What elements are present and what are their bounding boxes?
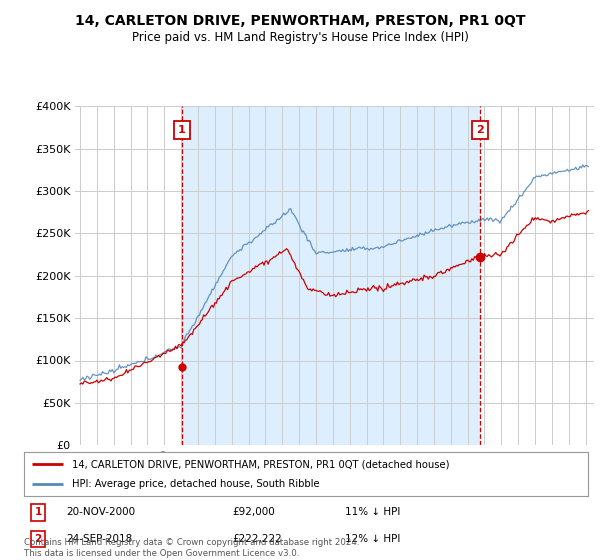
Text: 2: 2 xyxy=(476,125,484,135)
Text: 1: 1 xyxy=(178,125,186,135)
Text: 20-NOV-2000: 20-NOV-2000 xyxy=(66,507,136,517)
Text: 2: 2 xyxy=(34,534,42,544)
Text: 14, CARLETON DRIVE, PENWORTHAM, PRESTON, PR1 0QT (detached house): 14, CARLETON DRIVE, PENWORTHAM, PRESTON,… xyxy=(72,459,449,469)
Bar xyxy=(182,106,480,445)
Text: 11% ↓ HPI: 11% ↓ HPI xyxy=(346,507,401,517)
Text: £92,000: £92,000 xyxy=(233,507,275,517)
Text: 24-SEP-2018: 24-SEP-2018 xyxy=(66,534,133,544)
Text: £222,222: £222,222 xyxy=(233,534,283,544)
Text: 1: 1 xyxy=(34,507,42,517)
Text: Price paid vs. HM Land Registry's House Price Index (HPI): Price paid vs. HM Land Registry's House … xyxy=(131,31,469,44)
Text: 14, CARLETON DRIVE, PENWORTHAM, PRESTON, PR1 0QT: 14, CARLETON DRIVE, PENWORTHAM, PRESTON,… xyxy=(75,14,525,28)
Text: HPI: Average price, detached house, South Ribble: HPI: Average price, detached house, Sout… xyxy=(72,479,320,489)
Text: Contains HM Land Registry data © Crown copyright and database right 2024.
This d: Contains HM Land Registry data © Crown c… xyxy=(24,538,359,558)
Text: 12% ↓ HPI: 12% ↓ HPI xyxy=(346,534,401,544)
